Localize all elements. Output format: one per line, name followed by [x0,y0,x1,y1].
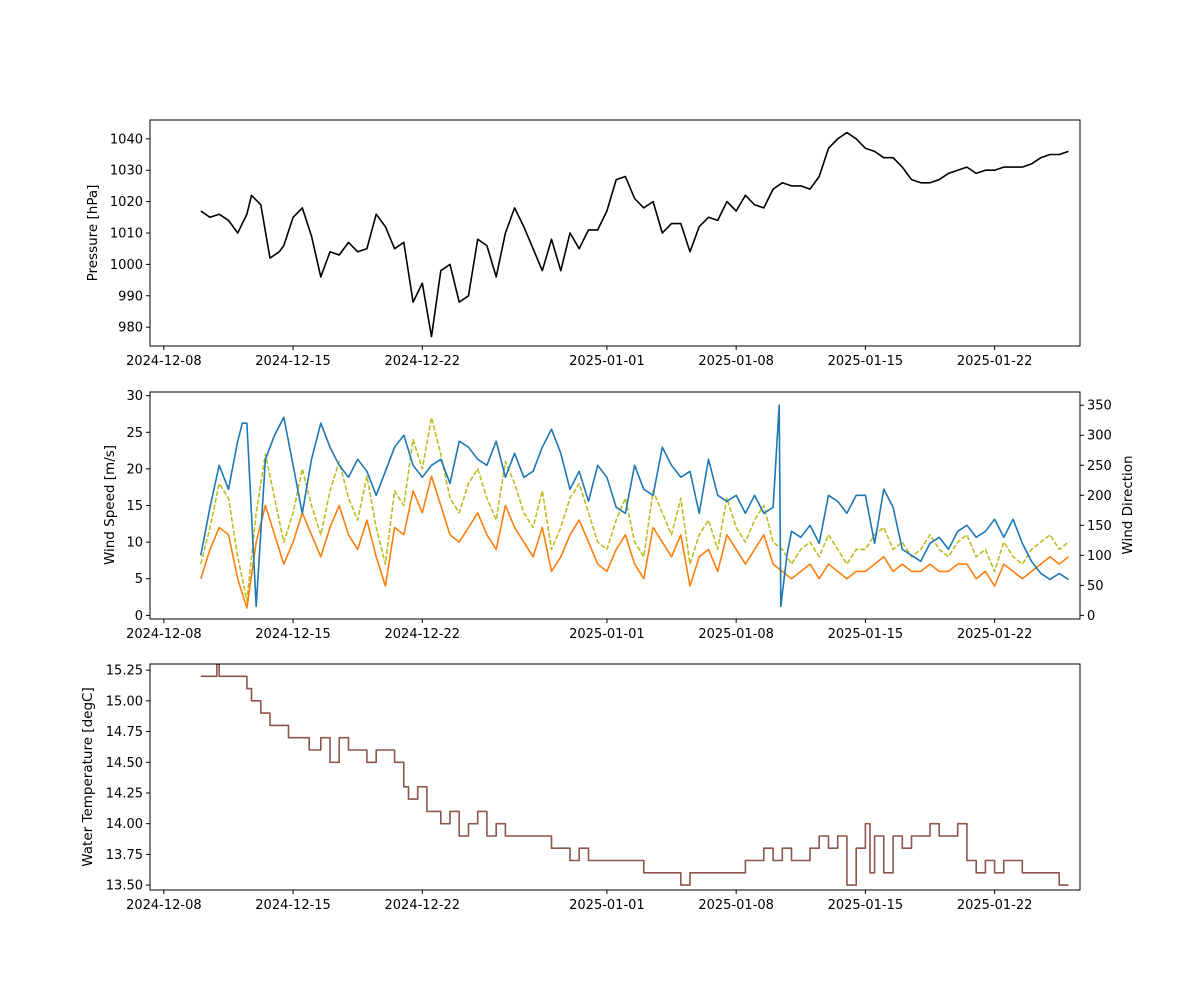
pressure-y-tick-label: 1010 [110,227,143,242]
wind-gust-line [200,416,1069,602]
wind-plot-frame [149,391,1081,620]
pressure-x-tick-label: 2025-01-22 [957,354,1033,369]
pressure-x-tick-label: 2025-01-01 [569,354,645,369]
water-temperature-x-tick-label: 2025-01-22 [957,898,1033,913]
pressure-y-tick-label: 980 [118,321,143,336]
wind-x-tick-label: 2025-01-15 [828,627,904,642]
pressure-y-tick-label: 1000 [110,258,143,273]
water-temperature-line [200,664,1069,886]
water-temperature-x-tick-label: 2025-01-08 [698,898,774,913]
water-temperature-plot-frame [149,663,1081,891]
wind-x-tick-label: 2025-01-22 [957,627,1033,642]
water-temperature-x-tick-label: 2024-12-22 [385,898,461,913]
water-temperature-y-tick-label: 14.50 [106,756,143,771]
pressure-line [200,131,1069,338]
wind-direction-y-tick-label: 50 [1087,579,1104,594]
pressure-x-ticks: 2024-12-08 2024-12-15 2024-12-22 2025-01-01… [126,346,1032,369]
pressure-x-tick-label: 2024-12-22 [385,354,461,369]
pressure-series-layer [200,131,1069,338]
wind-x-tick-label: 2025-01-08 [698,627,774,642]
wind-y-tick-label: 20 [126,462,143,477]
wind-y-tick-label: 0 [135,609,143,624]
wind-x-tick-label: 2024-12-22 [385,627,461,642]
pressure-x-tick-label: 2024-12-15 [255,354,331,369]
wind-direction-y-tick-label: 200 [1087,489,1112,504]
pressure-plot-frame [149,119,1081,347]
water-temperature-x-tick-label: 2025-01-01 [569,898,645,913]
wind-x-tick-label: 2024-12-08 [126,627,202,642]
pressure-x-tick-label: 2025-01-08 [698,354,774,369]
pressure-y-tick-label: 1020 [110,195,143,210]
wind-series-layer [200,404,1069,609]
water-temperature-x-tick-label: 2024-12-08 [126,898,202,913]
water-temperature-y-tick-label: 15.25 [106,664,143,679]
pressure-y-tick-label: 1040 [110,132,143,147]
water-temperature-y-ticks: 13.50 13.75 14.00 14.25 14.50 14.75 15.00 15.25 [106,664,150,894]
wind-speed-y-axis-label: Wind Speed [m/s] [102,445,118,565]
wind-direction-y-tick-label: 250 [1087,459,1112,474]
pressure-x-tick-label: 2024-12-08 [126,354,202,369]
pressure-y-axis-label: Pressure [hPa] [85,185,101,282]
wind-direction-y-tick-label: 0 [1087,609,1095,624]
water-temperature-panel: 2024-12-08 2024-12-15 2024-12-22 2025-01-01… [80,663,1081,913]
water-temperature-y-tick-label: 13.50 [106,879,143,894]
water-temperature-y-tick-label: 14.75 [106,725,143,740]
wind-speed-line [200,475,1069,609]
wind-panel: 2024-12-08 2024-12-15 2024-12-22 2025-01-01… [102,389,1136,642]
wind-y-tick-label: 15 [126,499,143,514]
wind-direction-y-axis-label: Wind Direction [1120,455,1136,554]
pressure-y-tick-label: 990 [118,289,143,304]
wind-direction-y-tick-label: 350 [1087,399,1112,414]
wind-x-tick-label: 2025-01-01 [569,627,645,642]
water-temperature-x-ticks: 2024-12-08 2024-12-15 2024-12-22 2025-01-01… [126,890,1032,913]
pressure-x-tick-label: 2025-01-15 [828,354,904,369]
wind-x-ticks: 2024-12-08 2024-12-15 2024-12-22 2025-01-01… [126,619,1032,642]
wind-y-tick-label: 25 [126,426,143,441]
water-temperature-y-tick-label: 14.25 [106,786,143,801]
pressure-panel: 2024-12-08 2024-12-15 2024-12-22 2025-01-01… [85,119,1081,369]
wind-direction-y-tick-label: 150 [1087,519,1112,534]
wind-speed-y-ticks: 0 5 10 15 20 25 30 [126,389,150,624]
water-temperature-y-tick-label: 14.00 [106,817,143,832]
water-temperature-y-axis-label: Water Temperature [degC] [80,687,96,866]
pressure-y-ticks: 980 990 1000 1010 1020 1030 1040 [110,132,150,336]
wind-direction-y-ticks: 0 50 100 150 200 250 300 350 [1080,399,1112,624]
wind-y-tick-label: 30 [126,389,143,404]
water-temperature-series-layer [200,664,1069,886]
wind-direction-y-tick-label: 300 [1087,429,1112,444]
water-temperature-y-tick-label: 13.75 [106,848,143,863]
wind-y-tick-label: 10 [126,536,143,551]
water-temperature-x-tick-label: 2025-01-15 [828,898,904,913]
wind-direction-line [200,404,1069,608]
water-temperature-y-tick-label: 15.00 [106,694,143,709]
pressure-y-tick-label: 1030 [110,164,143,179]
water-temperature-x-tick-label: 2024-12-15 [255,898,331,913]
wind-direction-y-tick-label: 100 [1087,549,1112,564]
wind-y-tick-label: 5 [135,572,143,587]
wind-x-tick-label: 2024-12-15 [255,627,331,642]
